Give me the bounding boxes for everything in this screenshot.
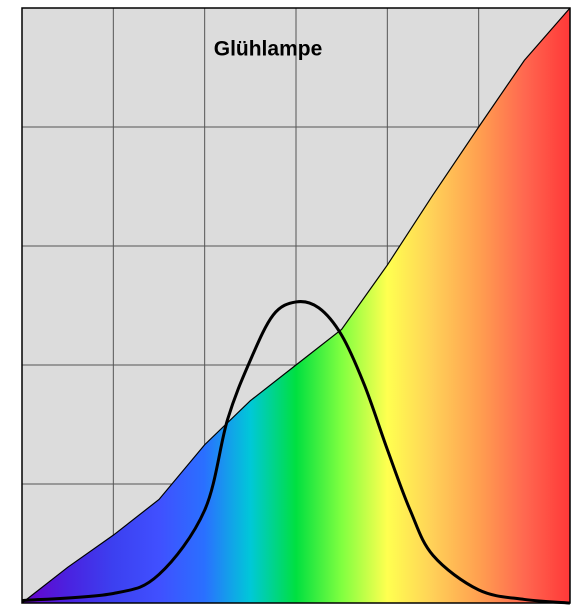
chart-title: Glühlampe [214, 38, 323, 61]
spectrum-outline [21, 7, 571, 604]
plot-area [21, 7, 571, 605]
plot-border [21, 7, 571, 604]
sensitivity-line [21, 300, 571, 605]
spectrum-area [22, 8, 570, 603]
